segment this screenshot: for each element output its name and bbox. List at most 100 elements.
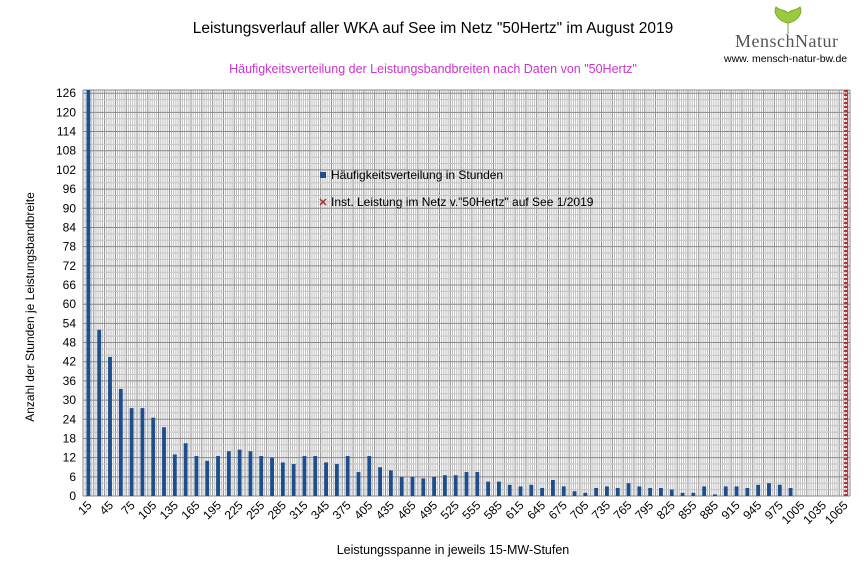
bar [453, 475, 458, 496]
bar [194, 456, 199, 496]
bar [97, 329, 102, 496]
bar [334, 464, 339, 496]
bar [108, 356, 112, 496]
x-tick-label: 675 [546, 498, 570, 522]
bar [324, 462, 329, 496]
bar [345, 456, 350, 496]
bar [723, 486, 728, 496]
bar [767, 483, 771, 496]
logo-url: www. mensch-natur-bw.de [724, 53, 848, 65]
x-tick-label: 915 [719, 498, 743, 522]
y-tick-label: 120 [56, 105, 76, 119]
x-tick-label: 255 [243, 498, 267, 522]
x-tick-label: 45 [97, 498, 117, 518]
bar [367, 456, 372, 496]
bar [129, 408, 134, 496]
x-tick-label: 855 [675, 498, 699, 522]
bar [291, 464, 296, 496]
x-tick-label: 1035 [800, 498, 829, 527]
x-tick-label: 705 [567, 498, 591, 522]
x-tick-label: 585 [481, 498, 505, 522]
x-tick-label: 345 [308, 498, 332, 522]
bar [205, 460, 210, 496]
y-tick-label: 114 [57, 125, 76, 139]
x-tick-label: 465 [395, 498, 419, 522]
bar [561, 486, 566, 496]
x-tick-label: 1005 [779, 498, 808, 527]
y-tick-label: 102 [56, 163, 76, 177]
bar [464, 472, 469, 496]
bar [756, 484, 761, 496]
y-axis-label: Anzahl der Stunden je Leistungsbandbreit… [23, 192, 37, 422]
bar [734, 486, 739, 496]
bar [248, 451, 253, 496]
bar [583, 492, 588, 496]
bar [172, 454, 177, 496]
x-tick-label: 735 [589, 498, 613, 522]
bar [475, 472, 480, 496]
bar [702, 486, 707, 496]
bar [410, 476, 415, 496]
y-tick-label: 60 [63, 297, 77, 311]
y-tick-label: 78 [63, 240, 77, 254]
bar [550, 480, 555, 496]
x-tick-label: 315 [287, 498, 311, 522]
x-tick-label: 495 [416, 498, 440, 522]
bar [259, 456, 264, 496]
x-tick-label: 945 [740, 498, 764, 522]
x-tick-label: 615 [503, 498, 527, 522]
bar [388, 470, 393, 496]
bar [680, 492, 685, 496]
bar [777, 484, 782, 496]
x-tick-label: 225 [222, 498, 246, 522]
bar [183, 443, 188, 496]
bar [594, 488, 599, 496]
x-tick-label: 285 [265, 498, 289, 522]
x-tick-label: 195 [200, 498, 224, 522]
y-tick-label: 84 [63, 220, 77, 234]
x-tick-label: 825 [654, 498, 678, 522]
bar [442, 475, 447, 496]
y-tick-label: 42 [63, 355, 77, 369]
legend-swatch-bars [320, 172, 326, 178]
bar [626, 483, 631, 496]
bar [691, 492, 696, 496]
x-tick-label: 75 [118, 498, 138, 518]
y-tick-label: 12 [63, 451, 77, 465]
bar [226, 451, 231, 496]
bar [507, 484, 512, 496]
bar [637, 486, 642, 496]
bar [162, 427, 166, 496]
y-tick-label: 96 [63, 182, 77, 196]
legend-label-bars: Häufigkeitsverteilung in Stunden [331, 168, 503, 182]
bar [486, 481, 491, 496]
bar [529, 484, 534, 496]
bar [237, 449, 242, 496]
x-tick-label: 165 [178, 498, 202, 522]
bar [378, 467, 383, 496]
bar [615, 488, 620, 496]
y-tick-label: 6 [69, 470, 76, 484]
ginkgo-leaf-icon [774, 6, 802, 34]
x-tick-label: 405 [351, 498, 375, 522]
x-tick-label: 645 [524, 498, 548, 522]
x-tick-label: 525 [438, 498, 462, 522]
bar [604, 486, 609, 496]
y-tick-label: 66 [63, 278, 77, 292]
bar [302, 456, 307, 496]
bar [745, 488, 750, 496]
legend-label-capacity: Inst. Leistung im Netz v."50Hertz" auf S… [331, 195, 594, 209]
bar [86, 90, 91, 496]
bar [421, 478, 426, 496]
logo-brand: MenschNatur [735, 31, 839, 51]
x-tick-label: 555 [459, 498, 483, 522]
bar [118, 388, 123, 496]
y-tick-label: 54 [63, 316, 77, 330]
bar [151, 417, 156, 496]
y-tick-label: 48 [63, 336, 77, 350]
y-tick-label: 18 [63, 431, 77, 445]
y-tick-label: 36 [63, 374, 77, 388]
legend-swatch-capacity [319, 198, 327, 206]
bar [399, 476, 404, 496]
